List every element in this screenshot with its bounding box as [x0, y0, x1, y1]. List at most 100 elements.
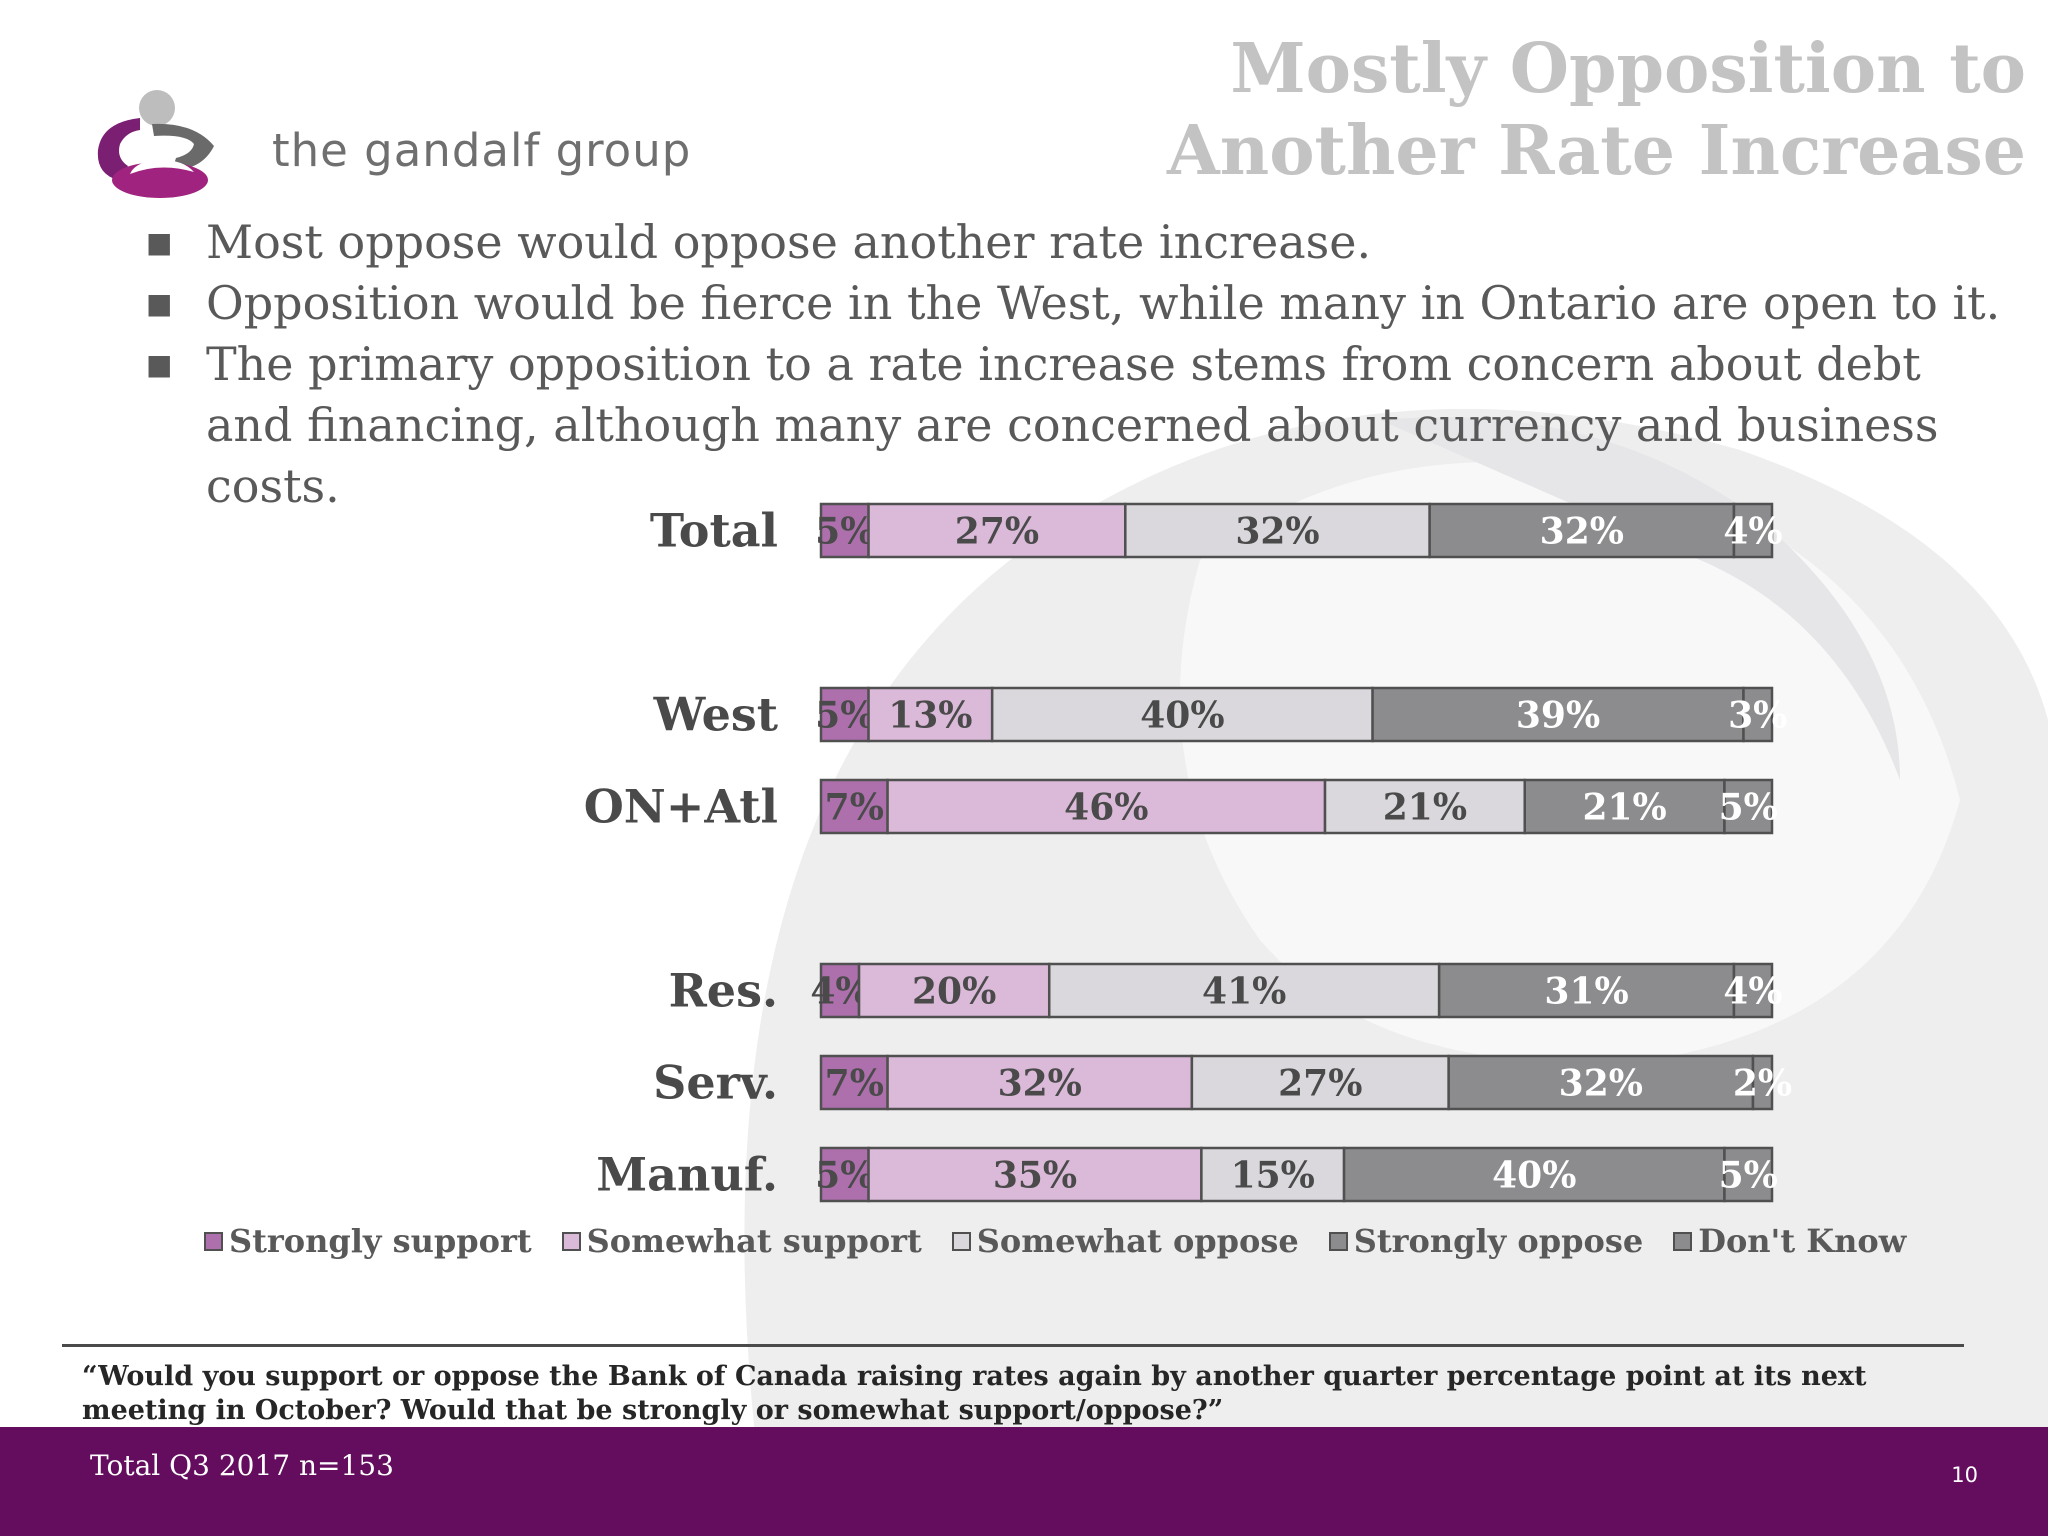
category-label: Total [650, 504, 778, 558]
chart-legend: Strongly support Somewhat support Somewhat… [204, 1222, 1936, 1260]
category-label: Serv. [653, 1056, 778, 1110]
category-label: Res. [669, 964, 778, 1018]
data-label: 3% [1728, 695, 1787, 737]
bar-segment [1200, 1146, 1346, 1203]
legend-label: Don't Know [1698, 1222, 1907, 1260]
data-label: 2% [1733, 1063, 1792, 1105]
data-label: 32% [1235, 511, 1319, 553]
data-label: 27% [955, 511, 1039, 553]
data-label: 20% [912, 971, 996, 1013]
data-label: 4% [1723, 971, 1782, 1013]
data-label: 5% [1719, 1155, 1778, 1197]
bar-row: ON+Atl 7% 46% 21% 21% 5% [584, 778, 1778, 835]
data-label: 13% [888, 695, 972, 737]
title-line-2: Another Rate Increase [1167, 111, 2026, 191]
bullet-marker: ■ [146, 226, 173, 259]
category-label: West [653, 688, 779, 742]
bullet-text: Most oppose would oppose another rate in… [206, 215, 1372, 269]
bullet-item: ■ The primary opposition to a rate increa… [140, 334, 2020, 517]
data-label: 32% [1540, 511, 1624, 553]
bar-segment [1742, 686, 1774, 743]
survey-question: “Would you support or oppose the Bank of… [82, 1361, 1867, 1426]
bar-segment [886, 1054, 1194, 1111]
legend-item: Somewhat support [561, 1222, 922, 1260]
data-label: 39% [1516, 695, 1600, 737]
bar-segment [857, 962, 1051, 1019]
data-label: 35% [993, 1155, 1077, 1197]
bar-segment [1751, 1054, 1774, 1111]
data-label: 21% [1383, 787, 1467, 829]
page-number: 10 [1951, 1463, 1978, 1487]
legend-swatch [561, 1231, 581, 1251]
data-label: 40% [1492, 1155, 1576, 1197]
category-label: Manuf. [596, 1148, 778, 1202]
legend-item: Somewhat oppose [951, 1222, 1299, 1260]
data-label: 5% [815, 1155, 874, 1197]
title-line-1: Mostly Opposition to [1230, 29, 2026, 109]
bar-segment [1047, 962, 1441, 1019]
bar-row: Total 5% 27% 32% 32% 4% [650, 502, 1783, 559]
gandalf-logo [90, 88, 220, 204]
bullet-marker: ■ [146, 287, 173, 320]
data-label: 7% [825, 1063, 884, 1105]
bullet-item: ■ Opposition would be fierce in the West,… [140, 273, 2020, 334]
data-label: 21% [1582, 787, 1666, 829]
stacked-bar-chart: Total 5% 27% 32% 32% 4% West 5% 13% 40% 39% 3% ON+At… [584, 502, 1792, 1203]
company-name: the gandalf group [272, 124, 692, 177]
data-label: 5% [1719, 787, 1778, 829]
data-label: 27% [1278, 1063, 1362, 1105]
bar-segment [1371, 686, 1745, 743]
bar-segment [990, 686, 1374, 743]
bar-segment [1437, 962, 1736, 1019]
page-title: Mostly Opposition to Another Rate Increa… [1167, 28, 2026, 192]
divider [62, 1344, 1964, 1347]
data-label: 7% [825, 787, 884, 829]
bar-segment [1323, 778, 1526, 835]
bullet-marker: ■ [146, 348, 173, 381]
data-label: 4% [1723, 511, 1782, 553]
legend-item: Strongly support [204, 1222, 532, 1260]
data-label: 32% [1559, 1063, 1643, 1105]
bar-segment [1428, 502, 1736, 559]
legend-label: Strongly oppose [1353, 1222, 1644, 1260]
bar-segment [1732, 502, 1774, 559]
legend-swatch [1673, 1231, 1693, 1251]
data-label: 46% [1064, 787, 1148, 829]
data-label: 5% [815, 695, 874, 737]
sample-size: Total Q3 2017 n=153 [90, 1449, 394, 1482]
bar-segment [819, 962, 861, 1019]
legend-item: Don't Know [1673, 1222, 1906, 1260]
bar-segment [1732, 962, 1774, 1019]
bar-row: Manuf. 5% 35% 15% 40% 5% [596, 1146, 1778, 1203]
legend-item: Strongly oppose [1328, 1222, 1644, 1260]
bar-segment [867, 686, 994, 743]
bar-segment [886, 778, 1327, 835]
bar-row: Res. 4% 20% 41% 31% 4% [669, 962, 1783, 1019]
data-label: 31% [1544, 971, 1628, 1013]
bar-row: Serv. 7% 32% 27% 32% 2% [653, 1054, 1792, 1111]
bar-segment [819, 1146, 870, 1203]
bar-segment [1523, 778, 1726, 835]
legend-swatch [204, 1231, 223, 1251]
data-label: 41% [1202, 971, 1286, 1013]
bullet-text: The primary opposition to a rate increas… [206, 337, 1939, 513]
bullet-list: ■ Most oppose would oppose another rate i… [140, 212, 2020, 517]
legend-swatch [1328, 1231, 1348, 1251]
bar-segment [1723, 1146, 1774, 1203]
bullet-text: Opposition would be fierce in the West, … [206, 276, 2001, 330]
data-label: 32% [998, 1063, 1082, 1105]
legend-swatch [951, 1231, 971, 1251]
bar-segment [867, 502, 1127, 559]
category-label: ON+Atl [584, 780, 778, 834]
data-label: 40% [1140, 695, 1224, 737]
legend-label: Somewhat support [586, 1222, 922, 1260]
data-label: 15% [1231, 1155, 1315, 1197]
bar-segment [819, 1054, 889, 1111]
legend-label: Strongly support [229, 1222, 532, 1260]
data-label: 5% [815, 511, 874, 553]
bar-segment [1124, 502, 1431, 559]
bar-row: West 5% 13% 40% 39% 3% [653, 686, 1787, 743]
footer-bar: Total Q3 2017 n=153 10 [0, 1427, 2048, 1536]
bar-segment [1723, 778, 1774, 835]
